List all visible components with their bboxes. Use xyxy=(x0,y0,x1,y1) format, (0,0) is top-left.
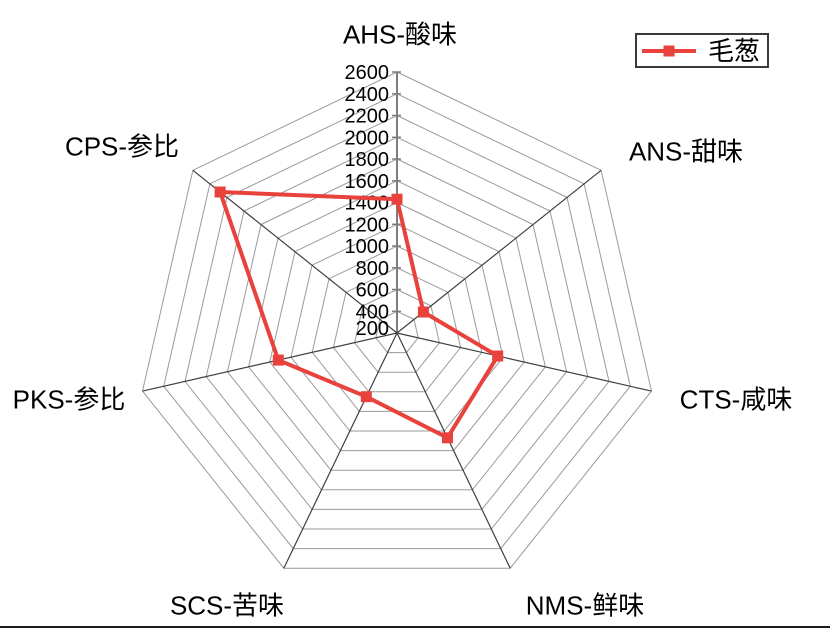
legend-series-marker-icon xyxy=(663,45,675,56)
axis-tick-label: 1200 xyxy=(345,214,390,236)
axis-tick-label: 400 xyxy=(356,301,389,323)
data-point-marker xyxy=(360,391,372,403)
axis-tick-label: 1600 xyxy=(345,171,390,193)
axis-label-cts-salty: CTS-咸味 xyxy=(679,384,793,415)
data-point-marker xyxy=(214,186,226,198)
grid-ring xyxy=(141,71,653,569)
axis-tick-label: 2000 xyxy=(345,127,390,149)
grid-ring xyxy=(375,310,419,354)
legend-series-line xyxy=(642,45,696,56)
grid-ring xyxy=(248,180,546,471)
grid-ring xyxy=(269,201,525,452)
series-line xyxy=(217,189,501,441)
grid-ring xyxy=(332,267,462,393)
axis-spoke xyxy=(396,169,602,334)
grid-ring xyxy=(163,93,631,550)
bottom-divider xyxy=(0,626,830,628)
axis-label-ans-sweet: ANS-甜味 xyxy=(628,136,744,167)
axis-tick-label: 800 xyxy=(356,258,389,280)
axis-label-scs-bitter: SCS-苦味 xyxy=(169,590,285,621)
axis-spoke xyxy=(396,332,652,392)
grid-ring xyxy=(184,114,610,530)
data-point-marker xyxy=(417,306,429,318)
data-point-marker xyxy=(492,350,504,362)
axis-tick-label: 2400 xyxy=(345,84,390,106)
legend: 毛葱 xyxy=(635,33,770,68)
data-point-marker xyxy=(391,193,403,205)
axis-spoke xyxy=(192,169,398,334)
axis-label-ahs-sour: AHS-酸味 xyxy=(342,19,458,50)
grid-ring xyxy=(226,158,568,491)
axis-tick-label: 1800 xyxy=(345,149,390,171)
axis-tick-label: 2200 xyxy=(345,106,390,128)
axis-tick-label: 200 xyxy=(356,318,389,340)
axis-label-cps-reference: CPS-参比 xyxy=(64,131,180,162)
axis-tick-label: 600 xyxy=(356,280,389,302)
axis-label-pks-reference: PKS-参比 xyxy=(12,384,126,415)
axis-spoke xyxy=(142,332,398,392)
legend-series-label: 毛葱 xyxy=(708,35,761,66)
axis-tick-label: 1000 xyxy=(345,236,390,258)
data-point-marker xyxy=(272,354,284,366)
axis-spoke xyxy=(283,332,398,569)
grid-ring xyxy=(354,288,440,373)
axis-label-nms-umami: NMS-鲜味 xyxy=(525,590,645,621)
axis-tick-label: 2600 xyxy=(345,62,390,84)
grid-ring xyxy=(290,223,504,432)
data-point-marker xyxy=(442,432,453,444)
axis-spoke xyxy=(396,332,511,569)
